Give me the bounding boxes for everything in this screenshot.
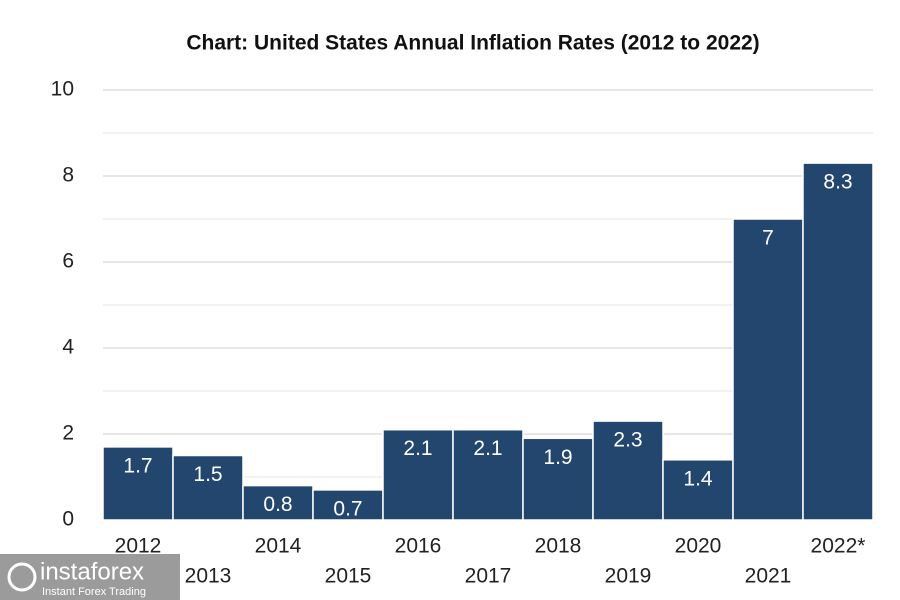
value-label: 2.3 (613, 429, 642, 452)
bar (172, 454, 244, 521)
bar (522, 437, 594, 521)
x-tick-label: 2013 (185, 565, 232, 588)
bar (802, 162, 874, 521)
x-tick-label: 2016 (395, 535, 442, 558)
y-tick-label: 0 (62, 508, 74, 531)
bar (312, 489, 384, 521)
value-label: 8.3 (823, 171, 852, 194)
x-tick-label: 2021 (745, 565, 792, 588)
chart-title: Chart: United States Annual Inflation Ra… (186, 32, 759, 55)
value-label: 2.1 (403, 437, 432, 460)
value-label: 1.5 (193, 463, 222, 486)
y-tick-label: 8 (62, 164, 74, 187)
watermark-box (0, 554, 180, 600)
x-tick-label: 2020 (675, 535, 722, 558)
x-tick-label: 2012 (115, 535, 162, 558)
bar (662, 459, 734, 521)
x-tick-label: 2018 (535, 535, 582, 558)
watermark-tagline: Instant Forex Trading (42, 586, 146, 598)
value-label: 1.7 (123, 454, 152, 477)
value-label: 2.1 (473, 437, 502, 460)
x-tick-label: 2014 (255, 535, 302, 558)
value-label: 7 (762, 227, 774, 250)
y-tick-label: 2 (62, 422, 74, 445)
x-tick-label: 2015 (325, 565, 372, 588)
x-tick-label: 2017 (465, 565, 512, 588)
bar (592, 420, 664, 521)
y-tick-label: 6 (62, 250, 74, 273)
bar (102, 446, 174, 521)
watermark-logo (7, 562, 37, 592)
value-label: 0.8 (263, 493, 292, 516)
y-tick-label: 10 (51, 78, 74, 101)
value-label: 1.4 (683, 467, 713, 490)
bar (732, 218, 804, 521)
x-tick-label: 2022* (811, 535, 866, 558)
value-label: 0.7 (333, 497, 362, 520)
x-tick-label: 2019 (605, 565, 652, 588)
value-label: 1.9 (543, 446, 572, 469)
y-tick-label: 4 (62, 336, 74, 359)
watermark-brand: instaforex (40, 558, 144, 585)
